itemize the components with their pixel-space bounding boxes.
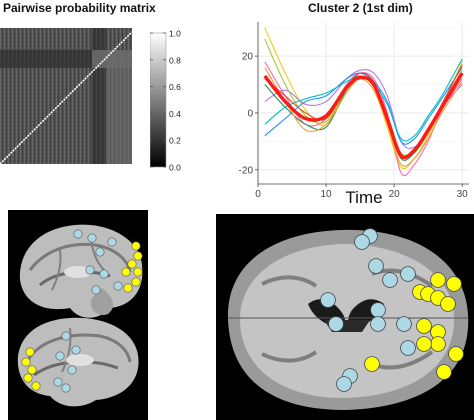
blue-marker [400, 266, 416, 282]
yellow-marker [27, 365, 37, 375]
yellow-marker [416, 336, 432, 352]
blue-marker [85, 265, 95, 275]
matrix-block-right [106, 68, 132, 164]
blue-marker [53, 377, 63, 387]
yellow-marker [131, 277, 141, 287]
blue-marker [61, 331, 71, 341]
blue-marker [113, 281, 123, 291]
yellow-marker [21, 357, 31, 367]
yellow-marker [364, 356, 380, 372]
axes: -20 0 20 0 10 20 30 [239, 22, 469, 200]
sagittal-markers [21, 229, 143, 393]
series-line [264, 67, 463, 167]
colorbar-tick-label: 0.2 [169, 136, 181, 146]
blue-marker [336, 376, 352, 392]
blue-marker [370, 302, 386, 318]
series-lines [263, 27, 464, 177]
blue-marker [396, 316, 412, 332]
axial-brain-view [216, 214, 474, 420]
blue-marker [107, 237, 117, 247]
blue-marker [370, 316, 386, 332]
colorbar-tick-label: 0.0 [169, 163, 181, 173]
brain-slice-upper [19, 224, 143, 318]
matrix-light-block [92, 50, 132, 68]
yellow-marker [440, 296, 456, 312]
brain-slice-lower [17, 317, 139, 407]
blue-marker [73, 229, 83, 239]
sagittal-brain-views [8, 210, 148, 420]
blue-marker [400, 340, 416, 356]
blue-marker [382, 272, 398, 288]
matrix-dark-band-left [92, 28, 106, 164]
blue-marker [368, 258, 384, 274]
yellow-marker [131, 241, 141, 251]
y-tick-label: -20 [239, 165, 254, 176]
blue-marker [354, 234, 370, 250]
yellow-marker [446, 276, 462, 292]
blue-marker [95, 247, 105, 257]
yellow-marker [23, 373, 33, 383]
colorbar-tick-label: 1.0 [169, 29, 181, 39]
blue-marker [99, 269, 109, 279]
series-line-mean [263, 72, 464, 160]
blue-marker [320, 292, 336, 308]
yellow-marker [127, 259, 137, 269]
matrix-title: Pairwise probability matrix [3, 1, 156, 15]
colorbar: 1.0 0.8 0.6 0.4 0.2 0.0 [150, 29, 181, 173]
colorbar-tick-label: 0.6 [169, 82, 181, 92]
blue-marker [55, 351, 65, 361]
blue-marker [328, 316, 344, 332]
blue-marker [61, 383, 71, 393]
x-tick-label: 30 [457, 189, 469, 200]
yellow-marker [133, 267, 143, 277]
colorbar-ticks: 1.0 0.8 0.6 0.4 0.2 0.0 [150, 29, 181, 173]
x-tick-label: 0 [255, 189, 261, 200]
blue-marker [67, 365, 77, 375]
x-axis-label: Time [345, 188, 382, 207]
colorbar-gradient [150, 32, 167, 168]
blue-marker [91, 285, 101, 295]
yellow-marker [436, 364, 452, 380]
cluster-line-chart: -20 0 20 0 10 20 30 Time [239, 22, 469, 207]
probability-matrix [0, 28, 133, 165]
colorbar-tick-label: 0.8 [169, 55, 181, 65]
yellow-marker [448, 346, 464, 362]
yellow-marker [430, 272, 446, 288]
colorbar-tick-label: 0.4 [169, 109, 181, 119]
x-tick-label: 10 [321, 189, 333, 200]
yellow-marker [416, 318, 432, 334]
blue-marker [71, 345, 81, 355]
yellow-marker [430, 336, 446, 352]
y-tick-label: 20 [242, 52, 254, 63]
matrix-diagonal [0, 31, 133, 165]
yellow-marker [133, 251, 143, 261]
axial-markers [320, 228, 464, 392]
x-tick-label: 20 [389, 189, 401, 200]
yellow-marker [121, 267, 131, 277]
yellow-marker [31, 381, 41, 391]
y-tick-label: 0 [247, 108, 253, 119]
blue-marker [87, 233, 97, 243]
yellow-marker [25, 347, 35, 357]
cluster-title: Cluster 2 (1st dim) [308, 1, 413, 15]
yellow-marker [123, 283, 133, 293]
